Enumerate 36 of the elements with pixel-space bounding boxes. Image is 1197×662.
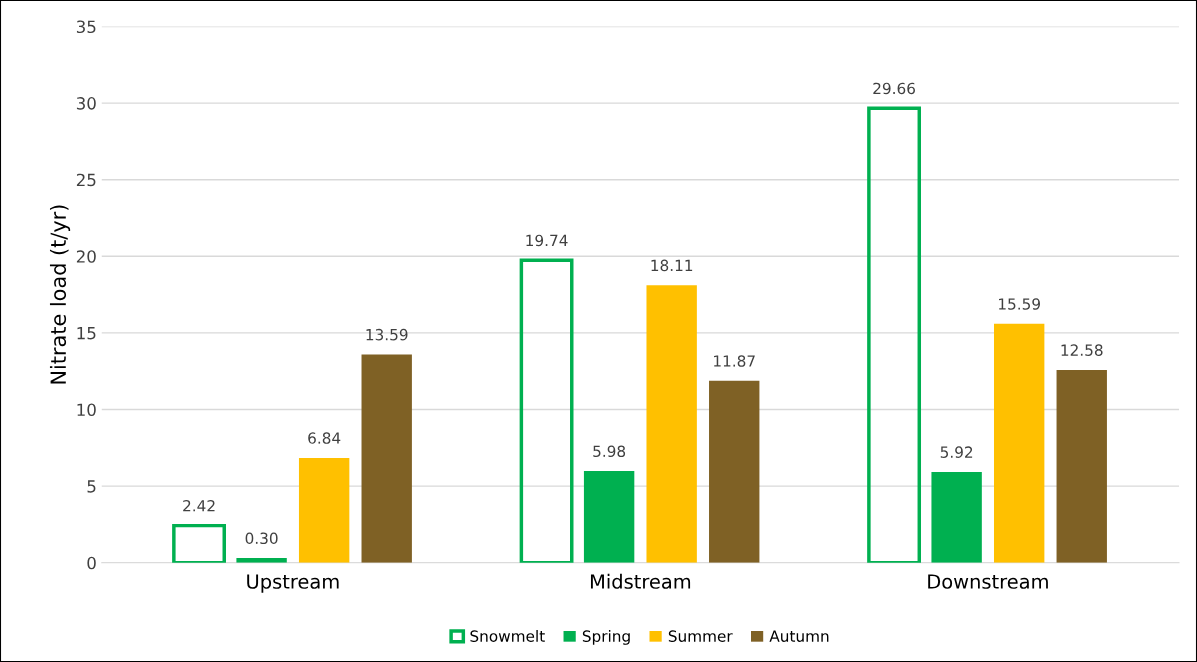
bar [931, 472, 982, 563]
data-label: 11.87 [714, 355, 755, 367]
y-tick-label: 0 [87, 556, 96, 570]
bar [361, 354, 412, 563]
y-tick-label: 15 [77, 327, 96, 340]
bar [709, 380, 760, 563]
legend-label: Snowmelt [470, 630, 545, 642]
data-label: 29.66 [873, 82, 915, 95]
legend-label: Spring [582, 630, 630, 645]
data-label: 19.74 [526, 234, 568, 247]
data-label: 15.59 [999, 298, 1040, 310]
x-tick-label: Midstream [590, 573, 691, 589]
y-tick-label: 25 [76, 173, 96, 187]
bar [583, 471, 635, 563]
data-label: 18.11 [651, 259, 693, 272]
bar [1056, 369, 1107, 563]
data-label: 13.59 [366, 328, 408, 341]
x-tick-label: Downstream [928, 574, 1048, 589]
bar [646, 285, 697, 563]
legend-label: Summer [668, 630, 733, 642]
data-label: 0.30 [245, 532, 278, 545]
data-label: 5.92 [940, 446, 973, 458]
bar [993, 323, 1045, 563]
bar [298, 457, 350, 563]
y-tick-label: 10 [77, 403, 96, 417]
data-label: 5.98 [593, 445, 626, 458]
data-label: 6.84 [308, 432, 341, 444]
y-tick-label: 30 [76, 97, 96, 110]
data-label: 12.58 [1061, 344, 1103, 356]
y-axis-title: Nitrate load (t/yr) [49, 205, 71, 384]
y-tick-label: 20 [76, 250, 96, 263]
y-tick-label: 5 [87, 480, 96, 493]
x-tick-label: Upstream [247, 574, 339, 593]
data-label: 2.42 [183, 500, 215, 512]
y-tick-label: 35 [76, 20, 96, 34]
legend-label: Autumn [769, 630, 829, 642]
